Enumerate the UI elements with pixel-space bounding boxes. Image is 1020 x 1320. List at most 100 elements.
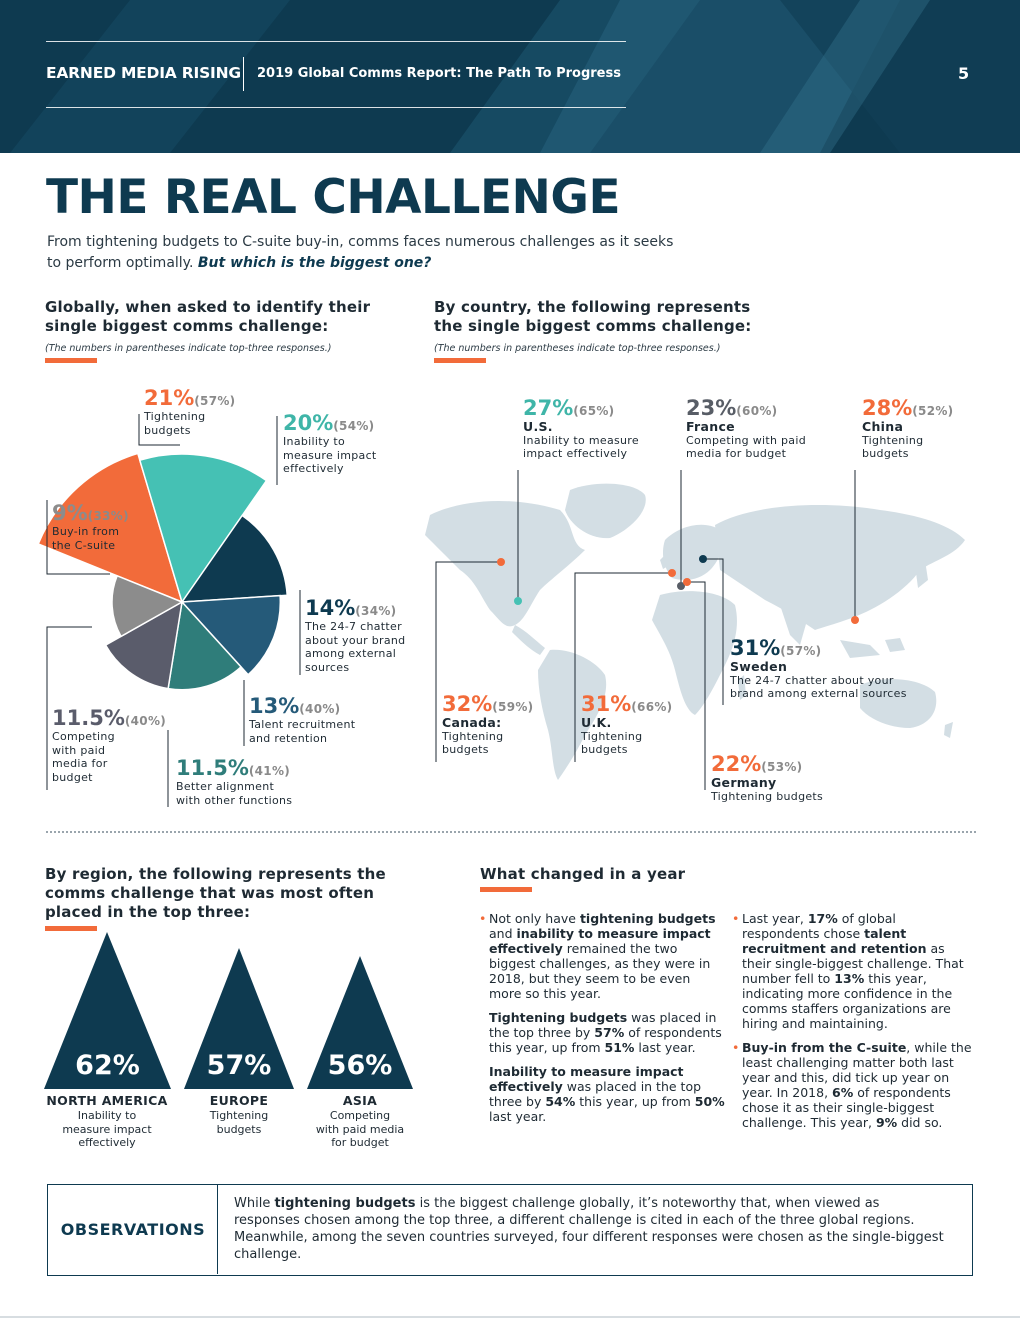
desc-line: budgets xyxy=(216,1122,262,1136)
region-heading: By region, the following represents the … xyxy=(45,865,386,922)
changed-bullet-item: • Last year, 17% of global respondents c… xyxy=(732,911,977,1031)
country-pct-uk: 31% xyxy=(581,692,632,716)
pie-slice xyxy=(167,600,243,691)
desc-line: media for xyxy=(52,757,108,770)
desc-line: brand among external sources xyxy=(730,687,907,700)
changed-heading: What changed in a year xyxy=(480,865,686,883)
section-divider xyxy=(46,831,976,833)
desc-line: Inability to xyxy=(283,435,346,448)
global-heading: Globally, when asked to identify their s… xyxy=(45,298,370,336)
desc-line: budgets xyxy=(581,743,628,756)
header-background xyxy=(10,0,1020,153)
global-label-competing: 11.5%(40%) Competing with paid media for… xyxy=(52,706,166,784)
region-name-asia: ASIA xyxy=(342,1093,378,1108)
desc-line: The 24-7 chatter about your xyxy=(730,673,894,687)
country-name-france: France xyxy=(686,419,735,434)
country-pct-china: 28% xyxy=(862,396,913,420)
global-top3-chatter: (34%) xyxy=(355,604,397,618)
observations-box: OBSERVATIONS While tightening budgets is… xyxy=(47,1184,973,1276)
desc-line: measure impact xyxy=(62,1122,152,1136)
changed-paragraph: Not only have tightening budgets and ina… xyxy=(489,911,716,1001)
global-top3-alignment: (41%) xyxy=(248,764,291,778)
global-top3-competing: (40%) xyxy=(124,714,167,728)
changed-paragraph: Last year, 17% of global respondents cho… xyxy=(742,911,964,1031)
global-heading-line2: single biggest comms challenge: xyxy=(45,317,329,335)
country-label-china: 28%(52%) China Tightening budgets xyxy=(862,396,953,461)
region-name-north-america: NORTH AMERICA xyxy=(46,1093,168,1108)
desc-line: for budget xyxy=(331,1136,389,1149)
marker-france xyxy=(677,582,685,590)
country-top3-us: (65%) xyxy=(573,404,615,418)
desc-line: Tightening xyxy=(862,433,924,447)
global-pct-competing: 11.5% xyxy=(52,706,125,730)
desc-line: measure impact xyxy=(283,448,377,462)
marker-canada xyxy=(497,558,505,566)
country-name-sweden: Sweden xyxy=(730,659,788,674)
region-heading-line2: comms challenge that was most often xyxy=(45,884,375,902)
desc-line: with paid xyxy=(52,743,106,757)
desc-line: among external xyxy=(305,647,397,660)
desc-line: and retention xyxy=(249,731,328,745)
global-top3-csuite: (33%) xyxy=(87,509,129,523)
region-triangles xyxy=(44,932,413,1089)
country-pct-sweden: 31% xyxy=(730,636,781,660)
global-label-measure: 20%(54%) Inability to measure impact eff… xyxy=(283,411,377,476)
country-label-canada: 32%(59%) Canada: Tightening budgets xyxy=(442,692,533,757)
country-top3-uk: (66%) xyxy=(631,700,673,714)
country-heading-line1: By country, the following represents xyxy=(434,298,751,316)
leader-line-budgets xyxy=(138,414,180,446)
pie-slice xyxy=(180,514,288,603)
triangle-asia xyxy=(307,956,413,1089)
marker-sweden xyxy=(699,555,707,563)
report-title: 2019 Global Comms Report: The Path To Pr… xyxy=(257,66,621,81)
region-accent-bar xyxy=(45,926,97,931)
leader-line-uk xyxy=(574,572,672,762)
desc-line: Buy-in from xyxy=(52,525,120,538)
changed-paragraph: Tightening budgets was placed in the top… xyxy=(489,1010,722,1055)
country-pct-canada: 32% xyxy=(442,692,493,716)
pie-slice xyxy=(138,453,268,604)
desc-line: budgets xyxy=(442,743,489,756)
region-pct-north-america: 62% xyxy=(75,1050,140,1081)
desc-line: Tightening xyxy=(144,410,206,423)
country-name-germany: Germany xyxy=(711,775,777,790)
marker-uk xyxy=(668,569,676,577)
header-rule-bottom xyxy=(46,107,626,108)
intro-paragraph: From tightening budgets to C-suite buy-i… xyxy=(47,232,687,274)
observations-label: OBSERVATIONS xyxy=(60,1220,206,1239)
pie-slice xyxy=(180,594,282,676)
desc-line: Competing xyxy=(52,730,115,743)
country-name-canada: Canada: xyxy=(442,715,502,730)
global-top3-talent: (40%) xyxy=(299,702,341,716)
desc-line: impact effectively xyxy=(523,447,628,460)
country-pct-france: 23% xyxy=(686,396,737,420)
country-name-us: U.S. xyxy=(523,419,553,434)
region-desc-asia: Competing with paid media for budget xyxy=(300,1109,420,1150)
global-label-csuite: 9%(33%) Buy-in from the C-suite xyxy=(52,501,129,552)
global-pct-csuite: 9% xyxy=(52,501,88,525)
country-label-france: 23%(60%) France Competing with paid medi… xyxy=(686,396,806,461)
country-top3-canada: (59%) xyxy=(492,700,534,714)
region-pct-asia: 56% xyxy=(327,1050,393,1081)
global-top3-measure: (54%) xyxy=(333,419,375,433)
country-accent-bar xyxy=(434,358,486,363)
bullet-icon: • xyxy=(732,1040,740,1055)
desc-line: media for budget xyxy=(686,447,787,460)
country-note: (The numbers in parentheses indicate top… xyxy=(434,343,721,354)
global-note: (The numbers in parentheses indicate top… xyxy=(45,343,332,354)
desc-line: Talent recruitment xyxy=(249,718,356,731)
country-label-us: 27%(65%) U.S. Inability to measure impac… xyxy=(523,396,639,461)
changed-column-left: • Not only have tightening budgets and i… xyxy=(479,911,725,1133)
changed-bullet-item: • Buy-in from the C-suite, while the lea… xyxy=(732,1040,977,1130)
global-heading-line1: Globally, when asked to identify their xyxy=(45,298,371,316)
brand-logo: EARNED MEDIA RISING xyxy=(46,64,241,82)
country-label-uk: 31%(66%) U.K. Tightening budgets xyxy=(581,692,672,757)
desc-line: Tightening xyxy=(581,729,643,743)
marker-germany xyxy=(683,578,691,586)
region-desc-north-america: Inability to measure impact effectively xyxy=(37,1109,177,1150)
page-title: THE REAL CHALLENGE xyxy=(46,170,621,225)
page-number: 5 xyxy=(958,64,970,83)
country-top3-china: (52%) xyxy=(912,404,954,418)
country-heading-line2: the single biggest comms challenge: xyxy=(434,317,752,335)
global-pct-alignment: 11.5% xyxy=(176,756,249,780)
